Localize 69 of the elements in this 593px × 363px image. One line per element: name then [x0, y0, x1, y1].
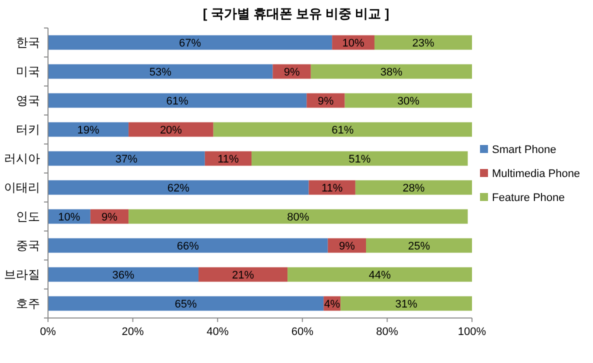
- x-tick-label: 100%: [458, 326, 486, 338]
- data-label: 44%: [368, 270, 391, 282]
- y-tick-label: 미국: [16, 64, 40, 78]
- x-tick-label: 20%: [122, 326, 144, 338]
- data-label: 51%: [348, 154, 371, 166]
- data-label: 67%: [179, 38, 202, 50]
- data-label: 61%: [166, 96, 189, 108]
- data-label: 10%: [342, 38, 364, 50]
- y-tick-label: 러시아: [4, 152, 40, 166]
- y-tick-label: 호주: [16, 296, 40, 310]
- x-tick-label: 80%: [376, 326, 398, 338]
- bar: [252, 151, 468, 166]
- data-label: 11%: [321, 182, 343, 194]
- data-label: 66%: [176, 240, 200, 252]
- data-label: 11%: [218, 154, 240, 166]
- data-label: 23%: [412, 38, 434, 50]
- bar: [355, 180, 472, 195]
- bar: [48, 267, 199, 282]
- bar: [48, 238, 328, 253]
- data-label: 4%: [324, 298, 340, 310]
- x-tick-label: 40%: [206, 326, 229, 338]
- y-tick-label: 한국: [16, 36, 40, 50]
- data-label: 65%: [174, 298, 198, 310]
- data-label: 19%: [77, 124, 100, 136]
- y-tick-label: 인도: [16, 210, 40, 224]
- data-label: 28%: [402, 182, 425, 194]
- data-label: 21%: [232, 270, 254, 282]
- bar: [374, 35, 472, 50]
- data-label: 53%: [149, 66, 172, 78]
- y-tick-label: 이태리: [4, 180, 40, 194]
- data-label: 9%: [284, 66, 300, 78]
- bar: [48, 180, 309, 195]
- bar: [310, 64, 472, 79]
- bar: [366, 238, 472, 253]
- y-tick-label: 브라질: [4, 268, 40, 282]
- data-label: 10%: [58, 212, 80, 224]
- data-label: 20%: [160, 124, 182, 136]
- bar: [288, 267, 472, 282]
- data-label: 80%: [287, 212, 310, 224]
- data-label: 61%: [332, 124, 354, 136]
- bar: [48, 296, 324, 311]
- data-label: 25%: [408, 240, 430, 252]
- x-tick-label: 60%: [291, 326, 314, 338]
- data-label: 37%: [115, 154, 138, 166]
- y-tick-label: 터키: [16, 122, 40, 136]
- x-tick-label: 0%: [40, 326, 56, 338]
- bar: [48, 93, 307, 108]
- bar: [48, 35, 332, 50]
- data-label: 9%: [318, 96, 334, 108]
- data-label: 38%: [380, 66, 403, 78]
- legend-label: Smart Phone: [492, 144, 556, 156]
- chart-title: [ 국가별 휴대폰 보유 비중 비교 ]: [202, 6, 390, 21]
- bar: [198, 267, 288, 282]
- data-label: 9%: [102, 212, 118, 224]
- data-label: 9%: [338, 240, 356, 252]
- bar: [340, 296, 472, 311]
- bar: [128, 122, 214, 137]
- bar: [48, 64, 273, 79]
- data-label: 31%: [395, 298, 418, 310]
- data-label: 30%: [397, 96, 420, 108]
- bar: [344, 93, 472, 108]
- bar: [128, 209, 468, 224]
- bar: [48, 122, 129, 137]
- y-tick-label: 영국: [16, 94, 40, 108]
- data-label: 36%: [112, 270, 134, 282]
- y-tick-label: 중국: [16, 238, 40, 252]
- data-label: 62%: [167, 182, 190, 194]
- bar: [213, 122, 472, 137]
- bar: [48, 151, 205, 166]
